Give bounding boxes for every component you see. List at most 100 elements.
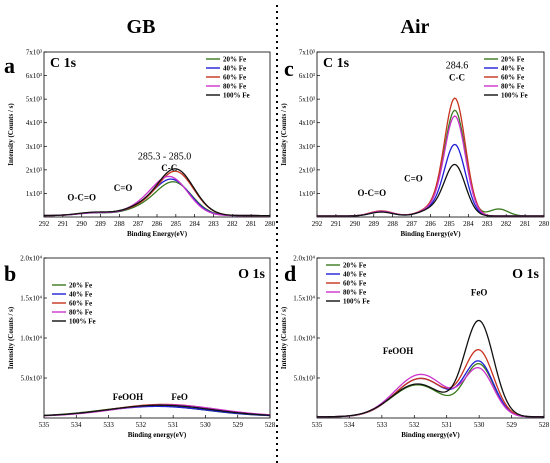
peak-annotation: O-C=O <box>67 193 96 203</box>
x-tick-label: 280 <box>265 220 276 228</box>
y-axis-label: Intensity (Counts / s) <box>7 103 15 166</box>
series-line-20-fe <box>317 362 544 418</box>
series-group <box>44 168 270 217</box>
x-tick-label: 287 <box>406 220 417 228</box>
peak-annotation: 285.3 - 285.0 <box>138 151 191 162</box>
y-axis-label: Intensity (Counts / s) <box>280 103 288 166</box>
series-line-40-fe <box>317 143 544 217</box>
y-tick-label: 7x10³ <box>26 49 42 57</box>
x-tick-label: 533 <box>377 421 388 429</box>
x-tick-label: 535 <box>39 421 50 429</box>
x-tick-label: 282 <box>227 220 238 228</box>
legend-label: 80% Fe <box>223 83 246 91</box>
legend-label: 100% Fe <box>343 298 370 306</box>
y-tick-label: 3x10³ <box>299 143 315 151</box>
legend-label: 40% Fe <box>343 271 366 279</box>
y-tick-label: 1x10³ <box>299 190 315 198</box>
legend-label: 40% Fe <box>223 65 246 73</box>
x-tick-label: 532 <box>136 421 147 429</box>
x-axis-label: Binding Energy(eV) <box>400 230 461 238</box>
x-tick-label: 532 <box>409 421 420 429</box>
element-label: C 1s <box>323 56 350 71</box>
legend-label: 20% Fe <box>223 56 246 64</box>
y-tick-label: 5.0x10³ <box>21 375 42 383</box>
x-tick-label: 285 <box>171 220 182 228</box>
x-tick-label: 292 <box>312 220 323 228</box>
panel-letter: a <box>4 53 15 78</box>
legend-label: 40% Fe <box>501 65 524 73</box>
panel-d: 535 534 533 532 531 530 529 528 5.0x10³ 1.0x10⁴ 1.… <box>280 255 550 440</box>
x-tick-label: 530 <box>200 421 211 429</box>
legend-label: 60% Fe <box>223 74 246 82</box>
legend-label: 100% Fe <box>223 92 250 100</box>
x-tick-label: 528 <box>539 421 550 429</box>
x-axis-label: Binding Energy(eV) <box>127 230 188 238</box>
panel-b: 535 534 533 532 531 530 529 528 5.0x10³ 1.0x10⁴ 1.… <box>4 255 276 440</box>
x-tick-label: 283 <box>208 220 219 228</box>
x-tick-label: 287 <box>133 220 144 228</box>
x-tick-label: 291 <box>331 220 342 228</box>
y-tick-label: 5.0x10³ <box>294 375 315 383</box>
x-tick-label: 286 <box>152 220 163 228</box>
peak-annotation: O-C=O <box>358 188 387 198</box>
y-tick-label: 1.0x10⁴ <box>20 335 42 343</box>
peak-annotation: FeO <box>171 392 188 402</box>
x-tick-label: 529 <box>232 421 243 429</box>
x-tick-label: 290 <box>76 220 87 228</box>
series-group <box>317 319 544 418</box>
x-tick-label: 282 <box>501 220 512 228</box>
y-tick-label: 1.5x10⁴ <box>293 295 315 303</box>
series-group <box>317 97 544 217</box>
x-axis-label: Binding energy(eV) <box>401 431 460 439</box>
x-tick-label: 284 <box>189 220 200 228</box>
legend-label: 60% Fe <box>343 280 366 288</box>
peak-annotation: FeO <box>471 288 488 298</box>
y-tick-label: 2.0x10⁴ <box>293 255 315 263</box>
column-title-left: GB <box>127 16 156 38</box>
y-tick-label: 7x10³ <box>299 49 315 57</box>
x-tick-label: 529 <box>506 421 517 429</box>
y-tick-label: 5x10³ <box>26 96 42 104</box>
x-tick-label: 290 <box>350 220 361 228</box>
legend-label: 20% Fe <box>69 282 92 290</box>
legend-label: 80% Fe <box>343 289 366 297</box>
legend-label: 60% Fe <box>501 74 524 82</box>
x-tick-label: 284 <box>463 220 474 228</box>
x-axis-label: Binding energy(eV) <box>128 431 187 439</box>
x-tick-label: 535 <box>312 421 323 429</box>
y-tick-label: 2x10³ <box>26 166 42 174</box>
x-tick-label: 286 <box>425 220 436 228</box>
panel-a: 292 291 290 289 288 287 286 285 284 283 282 281 280 1… <box>4 49 276 239</box>
panels: 292 291 290 289 288 287 286 285 284 283 282 281 280 1… <box>4 49 550 440</box>
x-tick-label: 534 <box>344 421 355 429</box>
series-line-100-fe <box>44 404 270 417</box>
series-group <box>44 403 270 417</box>
peak-annotation: C=O <box>114 183 133 193</box>
series-line-100-fe <box>317 163 544 217</box>
peak-annotation: C-C <box>161 163 177 173</box>
peak-annotation: C=O <box>404 174 423 184</box>
element-label: O 1s <box>238 267 265 282</box>
x-tick-label: 533 <box>103 421 114 429</box>
x-tick-label: 281 <box>520 220 531 228</box>
panel-c: 292 291 290 289 288 287 286 285 284 283 282 281 280 1… <box>280 49 550 239</box>
legend-label: 40% Fe <box>69 291 92 299</box>
legend-label: 100% Fe <box>69 318 96 326</box>
panel-letter: b <box>4 261 16 286</box>
y-tick-label: 4x10³ <box>26 119 42 127</box>
y-tick-label: 2.0x10⁴ <box>20 255 42 263</box>
peak-annotation: C-C <box>449 72 465 82</box>
y-tick-label: 1.0x10⁴ <box>293 335 315 343</box>
x-tick-label: 530 <box>474 421 485 429</box>
column-title-right: Air <box>401 16 430 38</box>
series-line-100-fe <box>317 319 544 418</box>
x-tick-label: 534 <box>71 421 82 429</box>
panel-letter: d <box>284 261 296 286</box>
x-tick-label: 288 <box>387 220 398 228</box>
x-tick-label: 283 <box>482 220 493 228</box>
y-tick-label: 1x10³ <box>26 190 42 198</box>
legend-label: 80% Fe <box>69 309 92 317</box>
x-tick-label: 289 <box>369 220 380 228</box>
element-label: C 1s <box>50 56 77 71</box>
